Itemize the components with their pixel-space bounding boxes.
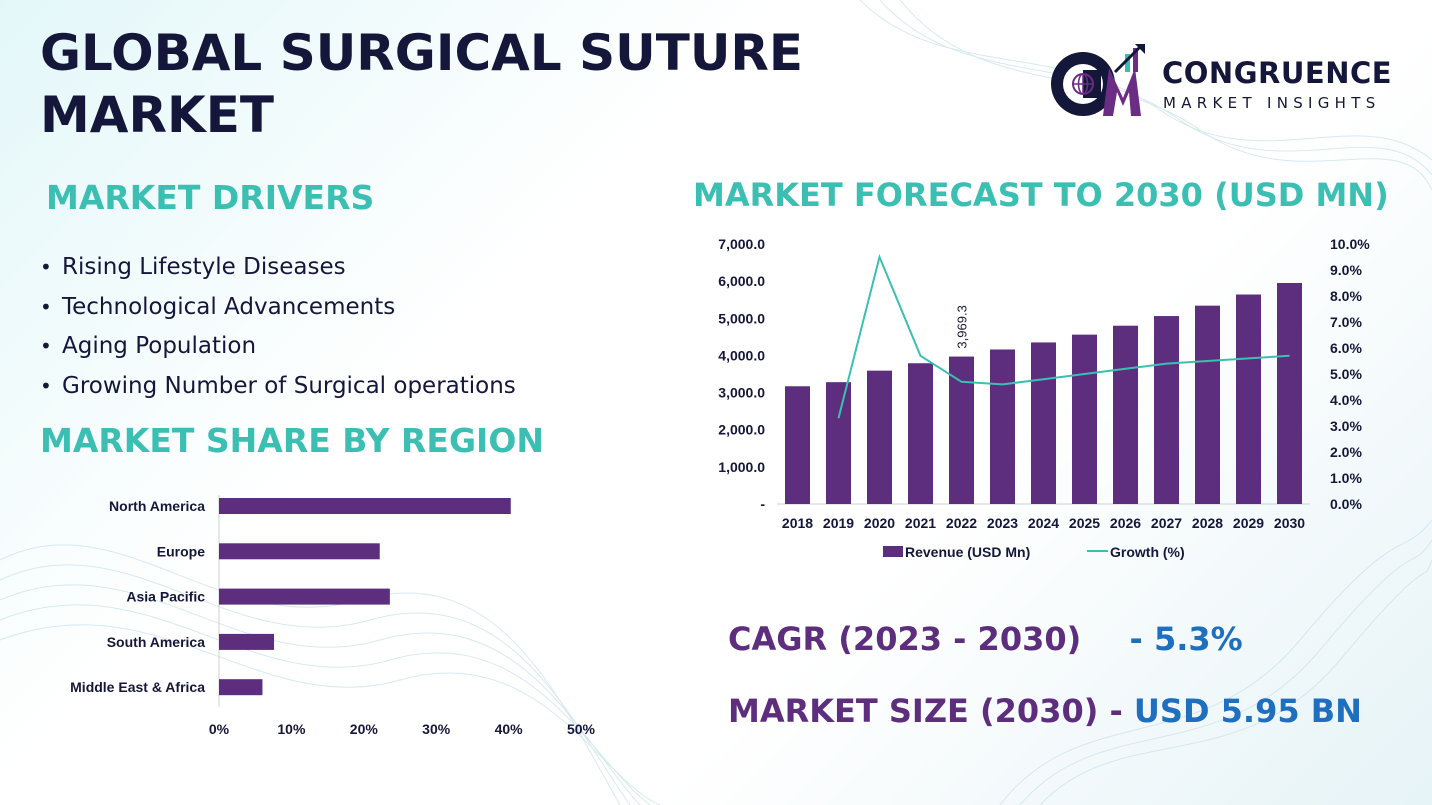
legend-revenue-label: Revenue (USD Mn)	[905, 544, 1030, 560]
bar	[949, 356, 974, 504]
category-label: Asia Pacific	[126, 589, 205, 605]
x-tick-label: 2024	[1028, 515, 1059, 531]
bar	[219, 679, 263, 696]
bar	[219, 633, 275, 650]
bullet-icon: •	[40, 334, 52, 358]
list-item: • Aging Population	[40, 327, 516, 367]
legend-revenue-swatch	[883, 546, 903, 557]
drivers-heading: MARKET DRIVERS	[46, 178, 375, 217]
category-label: South America	[107, 634, 205, 650]
x-tick-label: 2030	[1274, 515, 1305, 531]
y-left-tick-label: 7,000.0	[718, 236, 765, 252]
x-tick-label: 2028	[1192, 515, 1223, 531]
bullet-icon: •	[40, 294, 52, 319]
x-tick-label: 30%	[422, 721, 451, 737]
y-right-tick-label: 2.0%	[1330, 444, 1362, 460]
growth-line	[837, 253, 1290, 419]
x-tick-label: 2019	[823, 515, 854, 531]
bar	[1195, 305, 1220, 504]
y-left-tick-label: 2,000.0	[718, 422, 765, 438]
x-tick-label: 2029	[1233, 515, 1264, 531]
bar	[867, 370, 892, 504]
market-size-value: USD 5.95 BN	[1133, 692, 1362, 730]
x-tick-label: 2021	[905, 515, 936, 531]
x-tick-label: 40%	[495, 721, 524, 737]
y-left-tick-label: 6,000.0	[718, 273, 765, 289]
region-share-chart: North America Europe Asia Pacific South Ame…	[70, 495, 596, 737]
x-tick-label: 10%	[277, 721, 306, 737]
y-right-tick-label: 8.0%	[1330, 288, 1362, 304]
y-right-tick-label: 9.0%	[1330, 262, 1362, 278]
market-size-label: MARKET SIZE (2030) -	[728, 692, 1123, 730]
page-title: GLOBAL SURGICAL SUTURE MARKET	[40, 24, 804, 144]
driver-text: Technological Advancements	[62, 293, 396, 320]
list-item: • Rising Lifestyle Diseases	[40, 248, 516, 288]
bar	[219, 588, 390, 605]
bar	[219, 543, 380, 560]
x-tick-label: 0%	[209, 721, 230, 737]
cagr-value: - 5.3%	[1129, 620, 1243, 658]
list-item: • Growing Number of Surgical operations	[40, 367, 516, 407]
y-right-tick-label: 4.0%	[1330, 392, 1362, 408]
bullet-icon: •	[40, 255, 52, 279]
list-item: • Technological Advancements	[40, 288, 516, 328]
logo-tagline: MARKET INSIGHTS	[1163, 94, 1381, 112]
logo-mark-icon	[1051, 44, 1145, 116]
bar	[990, 349, 1015, 504]
bar	[219, 498, 511, 514]
y-right-tick-label: 0.0%	[1330, 496, 1362, 512]
bar	[1072, 334, 1097, 504]
drivers-list: • Rising Lifestyle Diseases • Technologica…	[40, 248, 516, 406]
cagr-kpi: CAGR (2023 - 2030) - 5.3%	[728, 620, 1243, 658]
driver-text: Rising Lifestyle Diseases	[62, 254, 346, 280]
bullet-icon: •	[40, 373, 52, 398]
logo-name: CONGRUENCE	[1162, 56, 1393, 90]
y-left-tick-label: 4,000.0	[718, 347, 765, 363]
market-size-kpi: MARKET SIZE (2030) - USD 5.95 BN	[728, 692, 1362, 730]
y-left-tick-label: -	[760, 496, 765, 512]
x-tick-label: 20%	[350, 721, 379, 737]
y-right-tick-label: 7.0%	[1330, 314, 1362, 330]
x-tick-label: 2026	[1110, 515, 1141, 531]
y-right-tick-label: 3.0%	[1330, 418, 1362, 434]
driver-text: Aging Population	[62, 333, 257, 359]
region-heading: MARKET SHARE BY REGION	[40, 421, 544, 460]
cagr-label: CAGR (2023 - 2030)	[728, 620, 1082, 658]
y-left-tick-label: 5,000.0	[718, 310, 765, 326]
market-forecast-chart: - 1,000.0 2,000.0 3,000.0 4,000.0 5,000.0 6,00…	[718, 236, 1370, 560]
x-tick-label: 2027	[1151, 515, 1182, 531]
x-tick-label: 2020	[864, 515, 895, 531]
category-label: North America	[109, 498, 205, 514]
bar	[908, 363, 933, 504]
x-tick-label: 2023	[987, 515, 1018, 531]
x-tick-label: 2022	[946, 515, 977, 531]
forecast-heading: MARKET FORECAST TO 2030 (USD MN)	[693, 176, 1389, 214]
bar	[1277, 283, 1302, 504]
company-logo: CONGRUENCE MARKET INSIGHTS	[1045, 42, 1395, 122]
category-label: Europe	[157, 543, 205, 559]
bar	[1154, 316, 1179, 504]
category-label: Middle East & Africa	[70, 679, 205, 695]
legend-growth-label: Growth (%)	[1110, 544, 1185, 560]
bar	[1236, 294, 1261, 504]
bar	[826, 382, 851, 504]
y-right-tick-label: 6.0%	[1330, 340, 1362, 356]
y-right-tick-label: 10.0%	[1330, 236, 1370, 252]
y-left-tick-label: 3,000.0	[718, 385, 765, 401]
y-left-tick-label: 1,000.0	[718, 459, 765, 475]
y-right-tick-label: 5.0%	[1330, 366, 1362, 382]
bar	[1031, 342, 1056, 504]
bar	[785, 386, 810, 504]
bar	[1113, 325, 1138, 504]
y-right-tick-label: 1.0%	[1330, 470, 1362, 486]
x-tick-label: 2018	[782, 515, 813, 531]
x-tick-label: 50%	[567, 721, 596, 737]
data-label: 3,969.3	[955, 305, 970, 348]
x-tick-label: 2025	[1069, 515, 1100, 531]
driver-text: Growing Number of Surgical operations	[62, 372, 516, 399]
